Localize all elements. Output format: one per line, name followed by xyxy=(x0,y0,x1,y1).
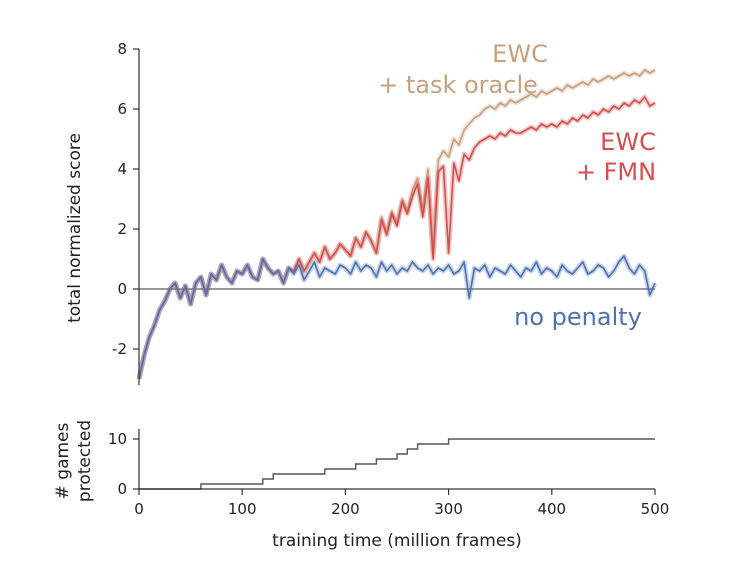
series-line xyxy=(138,96,656,380)
x-tick-label: 0 xyxy=(134,500,144,518)
protected-panel: 0 10 0 100 200 300 400 500 # games protected t… xyxy=(53,420,669,551)
score-y-axis-label: total normalized score xyxy=(65,133,85,323)
ewc-fmn-label-line1: EWC xyxy=(600,128,656,156)
score-plot-area xyxy=(136,67,658,380)
protected-y-tick-label: 0 xyxy=(117,480,127,498)
score-y-tick-label: 8 xyxy=(117,40,127,58)
ewc-oracle-label-line1: EWC xyxy=(492,40,548,68)
protected-y-label-line2: protected xyxy=(75,420,95,502)
x-tick-label: 400 xyxy=(537,500,566,518)
series-band xyxy=(136,94,657,380)
score-y-tick-label: -2 xyxy=(112,340,127,358)
x-axis-label: training time (million frames) xyxy=(272,531,522,551)
series-line xyxy=(138,255,656,380)
x-tick-label: 300 xyxy=(434,500,463,518)
score-y-tick-label: 2 xyxy=(117,220,127,238)
protected-y-ticks: 0 10 xyxy=(108,430,139,498)
protected-games-line xyxy=(139,438,655,490)
x-tick-label: 100 xyxy=(228,500,257,518)
series-annotations: EWC + task oracle EWC + FMN no penalty xyxy=(378,40,656,331)
score-y-tick-label: 0 xyxy=(117,280,127,298)
x-ticks: 0 100 200 300 400 500 xyxy=(134,489,669,518)
score-y-ticks: -2 0 2 4 6 8 xyxy=(112,40,139,358)
no-penalty-label: no penalty xyxy=(514,303,642,331)
ewc-oracle-label-line2: + task oracle xyxy=(378,71,538,99)
x-tick-label: 200 xyxy=(331,500,360,518)
ewc-fmn-label-line2: + FMN xyxy=(576,158,656,186)
score-y-tick-label: 4 xyxy=(117,160,127,178)
score-panel: -2 0 2 4 6 8 total normalized score EWC + tas… xyxy=(65,40,658,385)
x-tick-label: 500 xyxy=(641,500,670,518)
protected-y-tick-label: 10 xyxy=(108,430,127,448)
protected-y-label-line1: # games xyxy=(53,422,73,499)
protected-plot-area xyxy=(139,438,655,490)
score-y-tick-label: 6 xyxy=(117,100,127,118)
